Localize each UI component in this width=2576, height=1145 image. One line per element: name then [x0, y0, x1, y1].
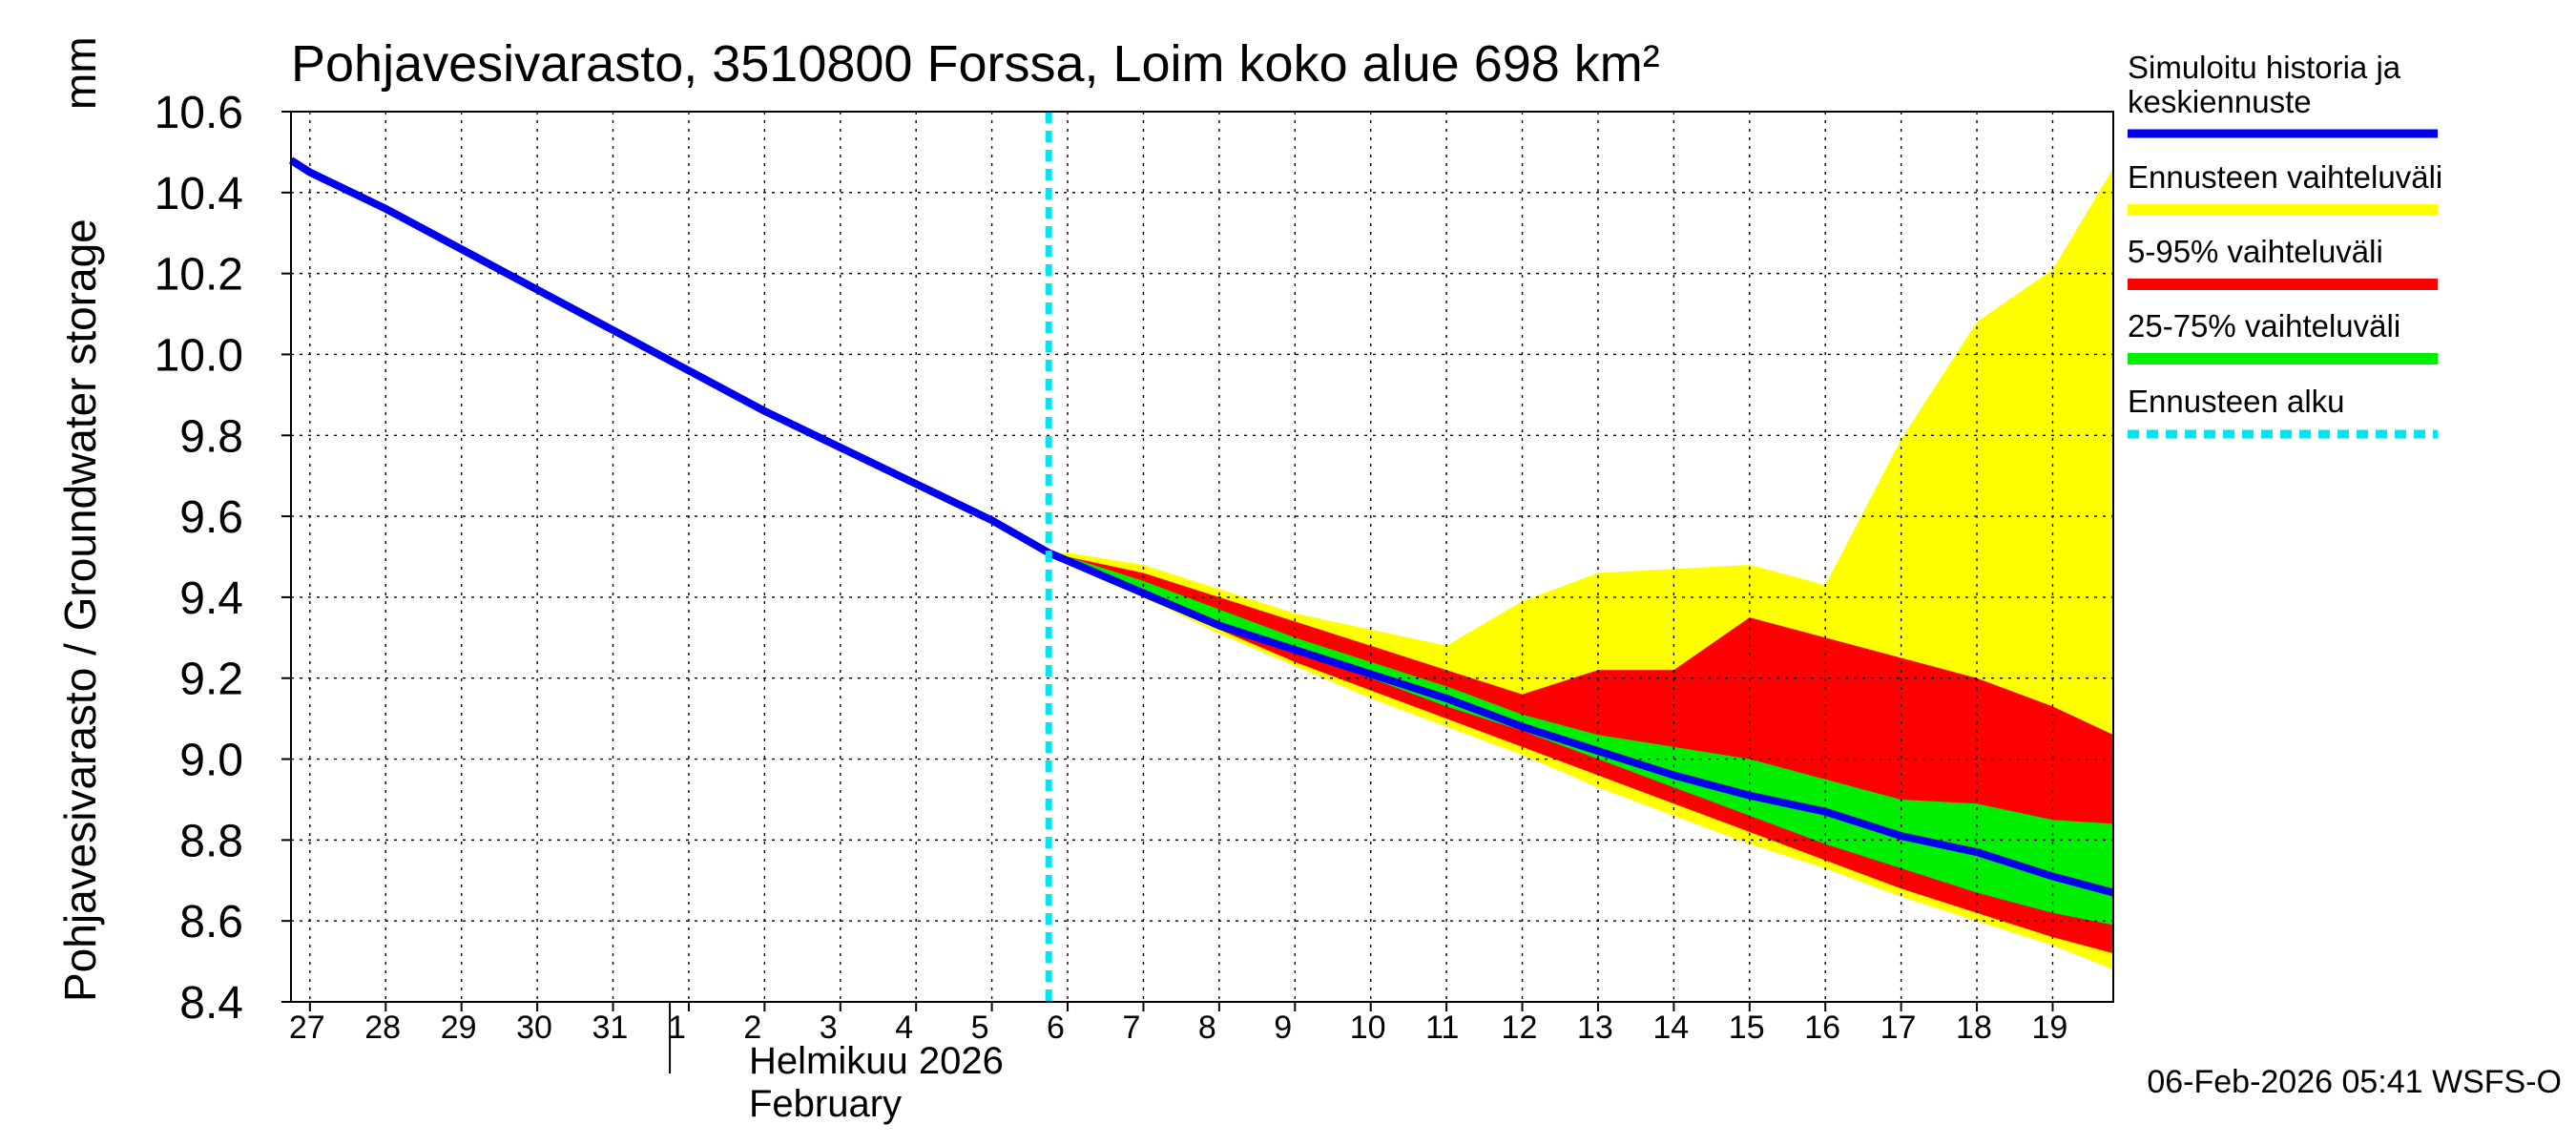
y-tick-label: 9.6 — [179, 492, 243, 543]
x-tick-label: 17 — [1880, 1010, 1917, 1046]
legend-label-band_full: Ennusteen vaihteluväli — [2128, 159, 2442, 195]
timestamp: 06-Feb-2026 05:41 WSFS-O — [2147, 1064, 2562, 1100]
x-tick-label: 10 — [1350, 1010, 1386, 1046]
y-tick-label: 9.2 — [179, 655, 243, 705]
month-label-fi: Helmikuu 2026 — [749, 1040, 1004, 1082]
y-tick-label: 8.4 — [179, 978, 243, 1029]
y-tick-label: 8.8 — [179, 816, 243, 866]
x-tick-label: 11 — [1425, 1010, 1459, 1046]
x-tick-label: 3 — [820, 1010, 838, 1046]
month-label-en: February — [749, 1083, 902, 1125]
median-line — [288, 156, 2115, 897]
plot-frame — [290, 111, 2114, 1003]
x-tick-label: 31 — [592, 1010, 629, 1046]
y-tick-label: 8.6 — [179, 897, 243, 947]
x-tick-label: 2 — [743, 1010, 761, 1046]
x-tick-label: 19 — [2031, 1010, 2067, 1046]
y-axis-label: Pohjavesivarasto / Groundwater storage — [55, 219, 105, 1002]
x-tick-label: 18 — [1956, 1010, 1992, 1046]
band-25-75 — [1049, 552, 2113, 926]
x-tick-label: 4 — [895, 1010, 913, 1046]
x-tick-label: 29 — [441, 1010, 477, 1046]
x-tick-label: 5 — [971, 1010, 989, 1046]
x-tick-label: 30 — [516, 1010, 552, 1046]
x-tick-label: 14 — [1652, 1010, 1689, 1046]
x-tick-label: 28 — [364, 1010, 401, 1046]
y-tick-label: 9.4 — [179, 573, 243, 624]
legend-label-history-2: keskiennuste — [2128, 84, 2312, 119]
y-axis-unit: mm — [55, 36, 105, 110]
x-tick-label: 27 — [289, 1010, 325, 1046]
chart-title: Pohjavesivarasto, 3510800 Forssa, Loim k… — [291, 35, 1660, 93]
legend-label-forecast_start: Ennusteen alku — [2128, 384, 2345, 419]
x-tick-label: 6 — [1047, 1010, 1065, 1046]
y-tick-label: 9.8 — [179, 411, 243, 462]
x-tick-label: 16 — [1804, 1010, 1840, 1046]
x-tick-label: 7 — [1122, 1010, 1140, 1046]
y-tick-label: 10.0 — [155, 330, 243, 381]
y-tick-label: 10.6 — [155, 88, 243, 138]
legend-label-band_5_95: 5-95% vaihteluväli — [2128, 234, 2383, 269]
legend-label-band_25_75: 25-75% vaihteluväli — [2128, 308, 2400, 344]
x-tick-label: 15 — [1729, 1010, 1765, 1046]
y-tick-label: 9.0 — [179, 736, 243, 786]
x-tick-label: 8 — [1198, 1010, 1216, 1046]
x-tick-label: 9 — [1274, 1010, 1292, 1046]
x-tick-label: 12 — [1502, 1010, 1538, 1046]
legend-label-history: Simuloitu historia ja — [2128, 50, 2401, 85]
y-tick-label: 10.4 — [155, 169, 243, 219]
x-tick-label: 13 — [1577, 1010, 1613, 1046]
x-tick-label: 1 — [668, 1010, 686, 1046]
y-tick-label: 10.2 — [155, 250, 243, 301]
